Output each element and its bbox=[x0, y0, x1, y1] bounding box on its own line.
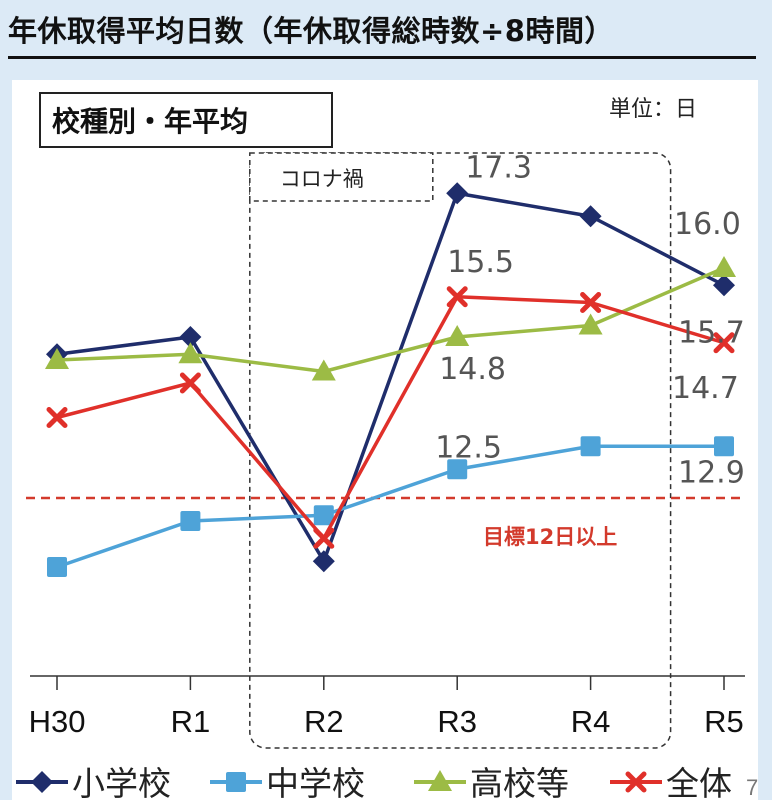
series-line-高校等 bbox=[56, 266, 725, 374]
subtitle-box bbox=[39, 92, 333, 148]
x-tick-label: H30 bbox=[29, 704, 86, 739]
data-label: 15.5 bbox=[447, 245, 514, 280]
data-point-全体 bbox=[46, 407, 68, 428]
legend-marker-中学校 bbox=[226, 772, 246, 792]
data-point-全体 bbox=[446, 286, 468, 308]
data-point-中学校 bbox=[447, 459, 468, 480]
covid-label: コロナ禍 bbox=[280, 167, 364, 191]
x-tick-label: R4 bbox=[571, 704, 611, 739]
data-point-高校等 bbox=[578, 313, 603, 335]
data-point-全体 bbox=[713, 332, 735, 354]
data-point-全体 bbox=[179, 372, 201, 394]
data-label: 17.3 bbox=[465, 150, 532, 185]
data-label: 16.0 bbox=[674, 207, 741, 242]
x-tick-label: R2 bbox=[304, 704, 344, 739]
legend-label: 中学校 bbox=[266, 764, 365, 800]
legend-marker-全体 bbox=[625, 771, 647, 793]
covid-label-box bbox=[249, 152, 434, 202]
data-point-中学校 bbox=[180, 511, 201, 531]
data-label: 14.8 bbox=[439, 352, 506, 387]
data-point-中学校 bbox=[714, 436, 734, 457]
legend-marker-高校等 bbox=[428, 770, 452, 791]
chart-subtitle: 校種別・年平均 bbox=[52, 105, 248, 138]
data-label: 15.7 bbox=[678, 315, 745, 350]
data-point-高校等 bbox=[712, 256, 736, 277]
data-point-高校等 bbox=[45, 348, 69, 369]
data-label: 14.7 bbox=[672, 371, 739, 406]
page-number: 7 bbox=[746, 775, 758, 800]
series-line-小学校 bbox=[56, 191, 725, 563]
data-point-小学校 bbox=[713, 274, 735, 297]
data-point-小学校 bbox=[579, 205, 602, 228]
covid-period-box bbox=[249, 152, 672, 749]
data-point-小学校 bbox=[312, 550, 335, 573]
data-point-中学校 bbox=[313, 505, 334, 526]
legend-marker-小学校 bbox=[31, 771, 53, 793]
series-line-全体 bbox=[56, 295, 725, 540]
series-line-中学校 bbox=[56, 444, 724, 569]
data-label: 12.5 bbox=[435, 430, 502, 465]
data-point-中学校 bbox=[47, 557, 67, 577]
data-point-全体 bbox=[580, 292, 602, 313]
data-point-小学校 bbox=[446, 182, 469, 205]
page-title: 年休取得平均日数（年休取得総時数÷8時間） bbox=[8, 14, 614, 48]
data-point-高校等 bbox=[445, 325, 470, 346]
x-tick-label: R1 bbox=[171, 704, 211, 739]
x-tick-label: R3 bbox=[437, 704, 477, 739]
legend-label: 高校等 bbox=[470, 764, 569, 800]
data-point-中学校 bbox=[580, 436, 601, 457]
unit-label: 単位：日 bbox=[609, 97, 697, 122]
data-label: 12.9 bbox=[678, 455, 745, 490]
target-label: 目標12日以上 bbox=[483, 525, 617, 549]
data-point-高校等 bbox=[311, 359, 336, 381]
legend-label: 小学校 bbox=[72, 764, 171, 800]
data-point-全体 bbox=[313, 527, 335, 549]
title-underline bbox=[8, 56, 756, 59]
data-point-高校等 bbox=[178, 342, 203, 364]
x-tick-label: R5 bbox=[704, 704, 744, 739]
data-point-小学校 bbox=[179, 326, 202, 348]
legend-label: 全体 bbox=[666, 764, 732, 800]
